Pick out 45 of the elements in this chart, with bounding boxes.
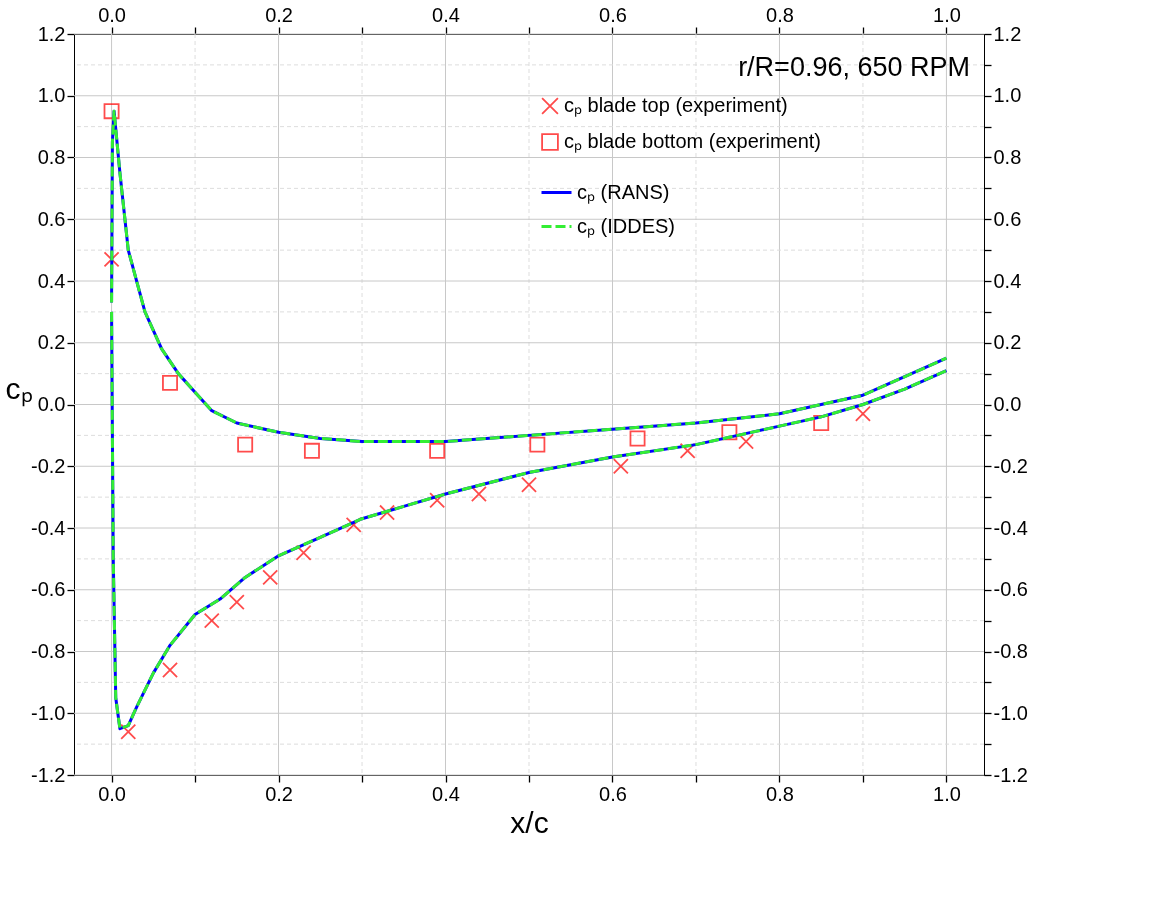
y-axis-title: cₚ [5, 372, 33, 407]
y-tick-label: -1.0 [31, 701, 66, 724]
x-tick-label: 0.0 [98, 782, 126, 805]
legend-label: cₚ (IDDES) [577, 214, 675, 238]
legend-label: cₚ blade top (experiment) [564, 94, 788, 117]
y2-tick-label: -1.2 [993, 763, 1028, 786]
y2-tick-label: -0.2 [993, 454, 1028, 477]
x2-tick-label: 0.0 [98, 3, 126, 26]
y-tick-label: 0.6 [37, 207, 66, 230]
y2-tick-label: -0.4 [993, 516, 1028, 539]
y-tick-label: 1.2 [37, 22, 66, 45]
x2-tick-label: 1.0 [933, 3, 961, 26]
y-tick-label: -1.2 [31, 763, 66, 786]
x2-tick-label: 0.4 [432, 3, 460, 26]
y-tick-label: -0.4 [31, 516, 66, 539]
y2-tick-label: 1.0 [993, 84, 1022, 107]
x-tick-label: 0.8 [766, 782, 794, 805]
y-tick-label: -0.6 [31, 578, 66, 601]
x-tick-label: 0.4 [432, 782, 460, 805]
y2-tick-label: 0.8 [993, 146, 1022, 168]
y2-tick-label: -0.6 [993, 578, 1028, 601]
legend-label: cₚ blade bottom (experiment) [564, 130, 822, 153]
x-tick-label: 0.6 [599, 782, 627, 805]
y-tick-label: 0.8 [37, 146, 66, 168]
y-tick-label: -0.8 [31, 640, 66, 662]
legend-label: cₚ (RANS) [577, 180, 670, 204]
y2-tick-label: 1.2 [993, 22, 1022, 45]
y2-tick-label: -0.8 [993, 640, 1028, 662]
y-tick-label: 0.0 [37, 393, 66, 415]
y2-tick-label: -1.0 [993, 701, 1028, 724]
y-tick-label: 0.2 [37, 331, 66, 354]
x2-tick-label: 0.2 [265, 3, 293, 26]
y2-tick-label: 0.0 [993, 393, 1022, 415]
y2-tick-label: 0.4 [993, 269, 1022, 292]
x2-tick-label: 0.8 [766, 3, 794, 26]
x-axis-title: x/c [510, 805, 549, 839]
y-tick-label: 1.0 [37, 84, 66, 107]
x2-tick-label: 0.6 [599, 3, 627, 26]
x-tick-label: 1.0 [933, 782, 961, 805]
y2-tick-label: 0.6 [993, 207, 1022, 230]
y-tick-label: -0.2 [31, 454, 66, 477]
y2-tick-label: 0.2 [993, 331, 1022, 354]
x-tick-label: 0.2 [265, 782, 293, 805]
annotation: r/R=0.96, 650 RPM [738, 52, 970, 82]
y-tick-label: 0.4 [37, 269, 66, 292]
